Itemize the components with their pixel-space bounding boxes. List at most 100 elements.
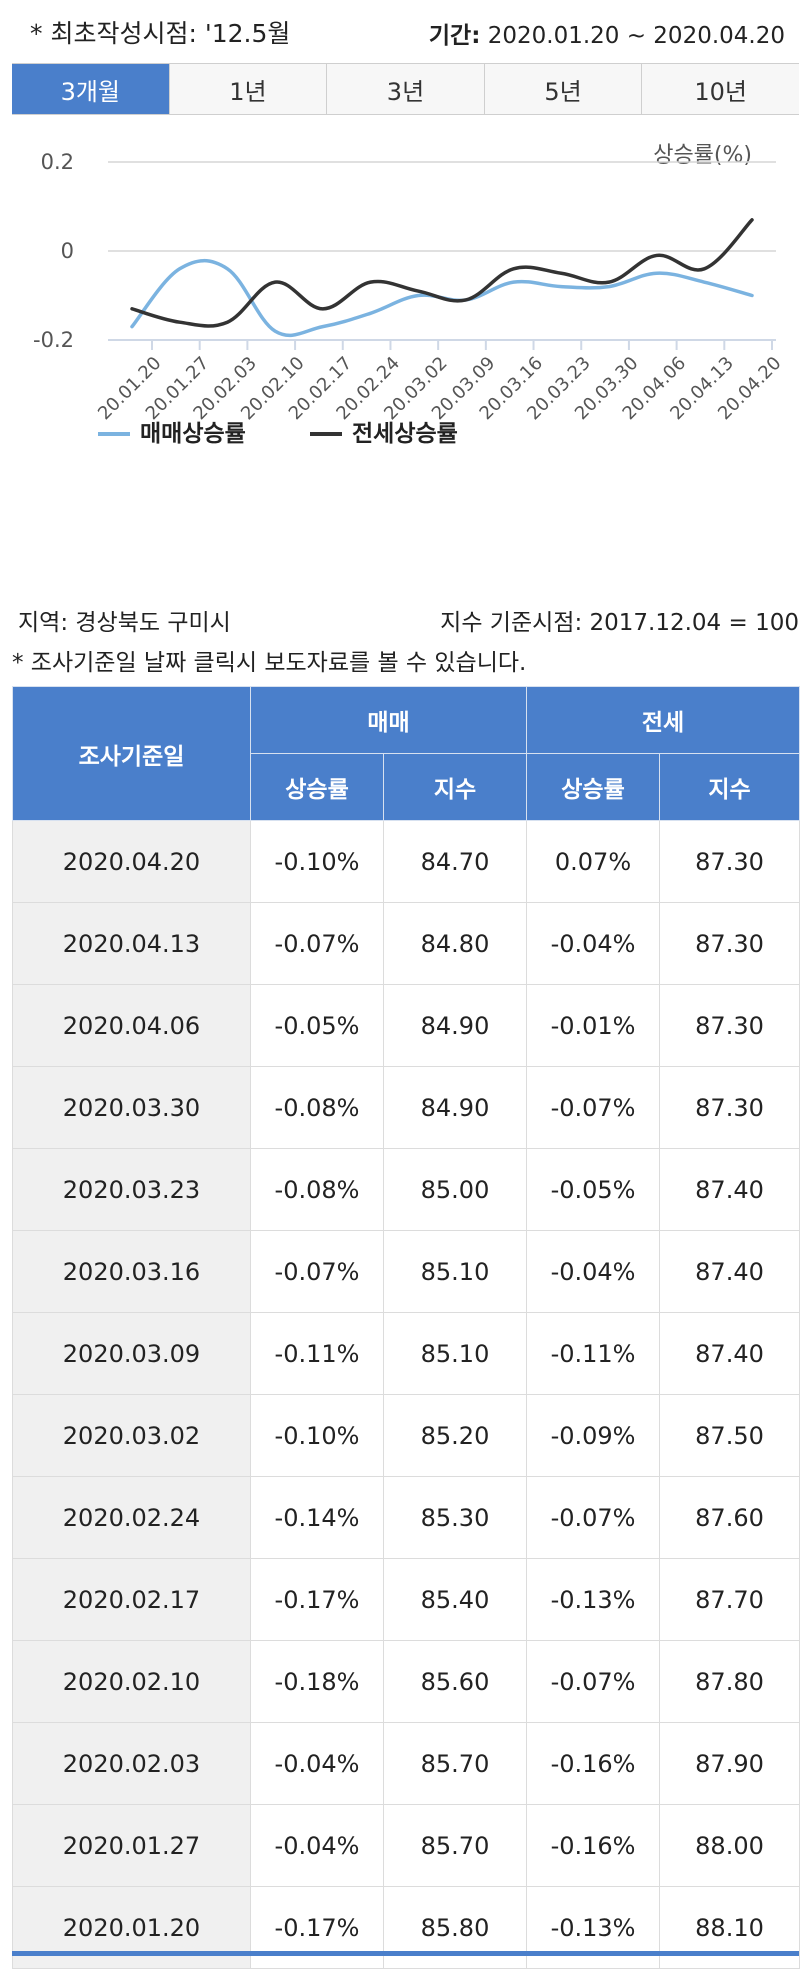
- table-bottom-rule: [12, 1951, 799, 1956]
- sale-rate-cell: -0.10%: [250, 820, 384, 903]
- col-header-lease-index: 지수: [659, 753, 801, 821]
- tab-5-years[interactable]: 5년: [483, 64, 642, 114]
- sale-rate-cell: -0.11%: [250, 1312, 384, 1395]
- tab-10-years[interactable]: 10년: [641, 64, 799, 114]
- row-date-link[interactable]: 2020.02.10: [12, 1640, 251, 1723]
- sale-index-cell: 85.70: [382, 1804, 528, 1887]
- row-date-link[interactable]: 2020.04.13: [12, 902, 251, 985]
- table-row: 2020.03.16 -0.07% 85.10 -0.04% 87.40: [12, 1230, 801, 1313]
- lease-rate-cell: -0.11%: [526, 1312, 661, 1395]
- col-group-sale: 매매: [249, 686, 528, 754]
- table-row: 2020.02.17 -0.17% 85.40 -0.13% 87.70: [12, 1558, 801, 1641]
- lease-index-cell: 87.30: [659, 984, 801, 1067]
- row-date-link[interactable]: 2020.03.23: [12, 1148, 251, 1231]
- row-date-link[interactable]: 2020.01.20: [12, 1886, 251, 1969]
- rate-chart-svg: 상승률(%)0.20-0.220.01.2020.01.2720.02.0320…: [33, 143, 786, 447]
- period-label: 기간:: [428, 23, 481, 49]
- sale-index-cell: 85.20: [382, 1394, 528, 1477]
- sale-rate-cell: -0.18%: [250, 1640, 384, 1723]
- sale-rate-cell: -0.08%: [250, 1148, 384, 1231]
- hint-text: * 조사기준일 날짜 클릭시 보도자료를 볼 수 있습니다.: [12, 650, 527, 676]
- row-date-link[interactable]: 2020.03.16: [12, 1230, 251, 1313]
- tab-3-years[interactable]: 3년: [326, 64, 484, 114]
- index-basis-label: 지수 기준시점: 2017.12.04 = 100: [440, 610, 799, 636]
- lease-index-cell: 87.80: [659, 1640, 801, 1723]
- sale-rate-cell: -0.04%: [250, 1722, 384, 1805]
- lease-rate-cell: -0.07%: [526, 1476, 661, 1559]
- chart-y-tick-label: 0: [61, 239, 74, 263]
- sale-rate-cell: -0.07%: [250, 1230, 384, 1313]
- row-date-link[interactable]: 2020.02.17: [12, 1558, 251, 1641]
- lease-index-cell: 88.10: [659, 1886, 801, 1969]
- lease-index-cell: 88.00: [659, 1804, 801, 1887]
- sale-rate-cell: -0.17%: [250, 1558, 384, 1641]
- sale-index-cell: 85.80: [382, 1886, 528, 1969]
- table-row: 2020.02.03 -0.04% 85.70 -0.16% 87.90: [12, 1722, 801, 1805]
- lease-rate-cell: -0.04%: [526, 902, 661, 985]
- col-header-sale-rate: 상승률: [250, 753, 384, 821]
- table-row: 2020.04.13 -0.07% 84.80 -0.04% 87.30: [12, 902, 801, 985]
- lease-index-cell: 87.40: [659, 1148, 801, 1231]
- region-label: 지역: 경상북도 구미시: [18, 610, 231, 636]
- lease-index-cell: 87.30: [659, 1066, 801, 1149]
- rate-chart: 상승률(%) 0.2 0 -0.2 20.01.20 20.01.27 20.02.03 20…: [0, 126, 809, 586]
- lease-index-cell: 87.30: [659, 902, 801, 985]
- col-header-sale-index: 지수: [382, 753, 528, 821]
- row-date-link[interactable]: 2020.04.06: [12, 984, 251, 1067]
- table-row: 2020.03.09 -0.11% 85.10 -0.11% 87.40: [12, 1312, 801, 1395]
- sale-index-cell: 84.70: [382, 820, 528, 903]
- lease-index-cell: 87.60: [659, 1476, 801, 1559]
- sale-index-cell: 85.10: [382, 1312, 528, 1395]
- lease-index-cell: 87.50: [659, 1394, 801, 1477]
- sale-index-cell: 84.90: [382, 984, 528, 1067]
- table-row: 2020.03.02 -0.10% 85.20 -0.09% 87.50: [12, 1394, 801, 1477]
- tab-1-year[interactable]: 1년: [168, 64, 327, 114]
- table-row: 2020.04.20 -0.10% 84.70 0.07% 87.30: [12, 820, 801, 903]
- lease-rate-cell: -0.13%: [526, 1886, 661, 1969]
- lease-index-cell: 87.90: [659, 1722, 801, 1805]
- row-date-link[interactable]: 2020.03.09: [12, 1312, 251, 1395]
- row-date-link[interactable]: 2020.02.24: [12, 1476, 251, 1559]
- sale-rate-cell: -0.08%: [250, 1066, 384, 1149]
- table-body: 2020.04.20 -0.10% 84.70 0.07% 87.30 2020.04.1…: [12, 820, 801, 1969]
- row-date-link[interactable]: 2020.03.30: [12, 1066, 251, 1149]
- first-written-note: * 최초작성시점: '12.5월: [30, 19, 291, 48]
- col-header-date: 조사기준일: [12, 686, 251, 821]
- sale-index-cell: 84.90: [382, 1066, 528, 1149]
- sale-rate-cell: -0.04%: [250, 1804, 384, 1887]
- lease-rate-cell: -0.13%: [526, 1558, 661, 1641]
- chart-y-tick-label: -0.2: [33, 328, 74, 352]
- sale-index-cell: 85.30: [382, 1476, 528, 1559]
- header-bar: * 최초작성시점: '12.5월 기간: 2020.01.20 ~ 2020.0…: [0, 0, 809, 62]
- table-row: 2020.04.06 -0.05% 84.90 -0.01% 87.30: [12, 984, 801, 1067]
- legend-label-lease: 전세상승률: [352, 421, 458, 447]
- row-date-link[interactable]: 2020.01.27: [12, 1804, 251, 1887]
- tab-3-months[interactable]: 3개월: [12, 64, 169, 114]
- period-info: 기간: 2020.01.20 ~ 2020.04.20: [429, 16, 785, 50]
- lease-rate-cell: -0.05%: [526, 1148, 661, 1231]
- lease-rate-cell: -0.07%: [526, 1066, 661, 1149]
- col-group-lease: 전세: [526, 686, 801, 754]
- table-row: 2020.01.27 -0.04% 85.70 -0.16% 88.00: [12, 1804, 801, 1887]
- lease-rate-cell: -0.16%: [526, 1804, 661, 1887]
- legend-label-sale: 매매상승률: [140, 421, 246, 447]
- row-date-link[interactable]: 2020.04.20: [12, 820, 251, 903]
- sale-rate-cell: -0.07%: [250, 902, 384, 985]
- row-date-link[interactable]: 2020.02.03: [12, 1722, 251, 1805]
- sale-rate-cell: -0.14%: [250, 1476, 384, 1559]
- table-row: 2020.02.24 -0.14% 85.30 -0.07% 87.60: [12, 1476, 801, 1559]
- sale-index-cell: 85.10: [382, 1230, 528, 1313]
- sale-rate-cell: -0.10%: [250, 1394, 384, 1477]
- lease-rate-cell: -0.07%: [526, 1640, 661, 1723]
- price-index-table: 조사기준일 매매 전세 상승률 지수 상승률 지수 2020.04.20 -0.1…: [12, 686, 801, 1969]
- sale-index-cell: 85.70: [382, 1722, 528, 1805]
- table-row: 2020.01.20 -0.17% 85.80 -0.13% 88.10: [12, 1886, 801, 1969]
- lease-index-cell: 87.40: [659, 1312, 801, 1395]
- lease-index-cell: 87.40: [659, 1230, 801, 1313]
- sale-index-cell: 84.80: [382, 902, 528, 985]
- lease-index-cell: 87.30: [659, 820, 801, 903]
- row-date-link[interactable]: 2020.03.02: [12, 1394, 251, 1477]
- sale-index-cell: 85.40: [382, 1558, 528, 1641]
- sale-index-cell: 85.00: [382, 1148, 528, 1231]
- lease-rate-cell: -0.01%: [526, 984, 661, 1067]
